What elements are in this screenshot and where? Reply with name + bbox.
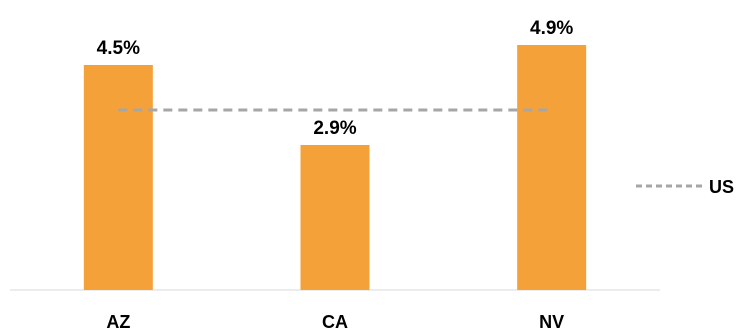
legend-us-label: US (709, 177, 734, 197)
x-tick-az: AZ (106, 312, 130, 332)
data-label-ca: 2.9% (313, 118, 356, 139)
data-label-nv: 4.9% (530, 18, 573, 39)
data-label-az: 4.5% (97, 38, 140, 59)
legend: US (636, 177, 734, 197)
bar-az (83, 65, 153, 290)
bar-ca (300, 145, 370, 290)
x-tick-ca: CA (322, 312, 348, 332)
x-tick-nv: NV (539, 312, 564, 332)
bar-nv (517, 45, 587, 290)
